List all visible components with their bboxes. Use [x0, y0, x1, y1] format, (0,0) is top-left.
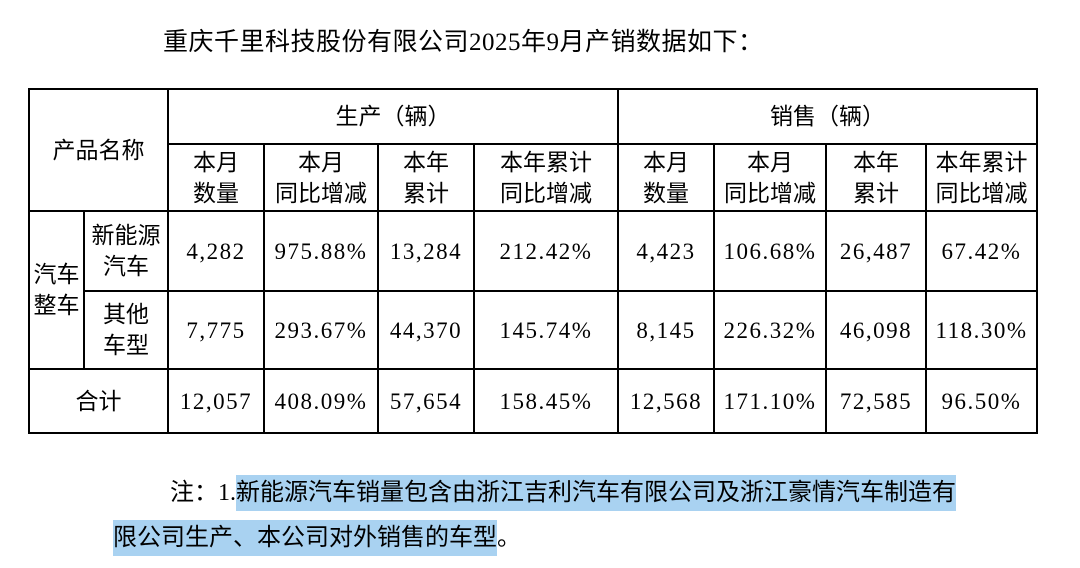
- table-row: 合计 12,057 408.09% 57,654 158.45% 12,568 …: [28, 368, 1038, 434]
- data-cell: 145.74%: [473, 290, 619, 370]
- data-cell: 12,568: [617, 368, 715, 434]
- data-cell: 171.10%: [713, 368, 827, 434]
- data-cell: 57,654: [377, 368, 475, 434]
- header-sales-group: 销售（辆）: [617, 88, 1038, 145]
- data-cell: 975.88%: [263, 210, 379, 292]
- data-cell: 158.45%: [473, 368, 619, 434]
- header-production-group: 生产（辆）: [167, 88, 619, 145]
- product-name-cell: 新能源 汽车: [83, 210, 169, 292]
- total-label-cell: 合计: [28, 368, 169, 434]
- page-title: 重庆千里科技股份有限公司2025年9月产销数据如下：: [163, 29, 764, 56]
- footnote: 注：1.新能源汽车销量包含由浙江吉利汽车有限公司及浙江豪情汽车制造有限公司生产、…: [113, 471, 1013, 561]
- production-sales-table: 产品名称 生产（辆） 销售（辆） 本月 数量 本月 同比增减 本年 累计 本年累…: [28, 88, 1038, 434]
- data-cell: 4,282: [167, 210, 265, 292]
- data-cell: 44,370: [377, 290, 475, 370]
- subheader-prod-ytd: 本年 累计: [377, 143, 475, 212]
- data-cell: 12,057: [167, 368, 265, 434]
- table-row: 汽车 整车 新能源 汽车 4,282 975.88% 13,284 212.42…: [28, 210, 1038, 370]
- subheader-sales-ytd-yoy: 本年累计 同比增减: [925, 143, 1038, 212]
- data-cell: 13,284: [377, 210, 475, 292]
- data-cell: 212.42%: [473, 210, 619, 292]
- data-cell: 72,585: [825, 368, 927, 434]
- data-cell: 226.32%: [713, 290, 827, 370]
- data-cell: 26,487: [825, 210, 927, 292]
- subheader-prod-ytd-yoy: 本年累计 同比增减: [473, 143, 619, 212]
- subheader-sales-ytd: 本年 累计: [825, 143, 927, 212]
- data-cell: 293.67%: [263, 290, 379, 370]
- category-cell-vehicle: 汽车 整车: [28, 210, 85, 370]
- data-cell: 67.42%: [925, 210, 1038, 292]
- data-cell: 118.30%: [925, 290, 1038, 370]
- data-cell: 8,145: [617, 290, 715, 370]
- data-cell: 96.50%: [925, 368, 1038, 434]
- subheader-sales-month-qty: 本月 数量: [617, 143, 715, 212]
- subheader-prod-month-qty: 本月 数量: [167, 143, 265, 212]
- data-cell: 4,423: [617, 210, 715, 292]
- subheader-sales-month-yoy: 本月 同比增减: [713, 143, 827, 212]
- note-highlight-line1: 新能源汽车销量包含由浙江吉利汽车有限公司及浙江豪情汽车制造有: [236, 475, 956, 511]
- table-row: 产品名称 生产（辆） 销售（辆）: [28, 88, 1038, 212]
- table-row: 本月 数量 本月 同比增减 本年 累计 本年累计 同比增减 本月 数量 本月 同…: [29, 143, 1038, 212]
- product-name-cell: 其他 车型: [83, 290, 169, 370]
- note-highlight-line2: 限公司生产、本公司对外销售的车型: [113, 520, 497, 556]
- data-cell: 106.68%: [713, 210, 827, 292]
- note-prefix: 注：1.: [170, 480, 236, 506]
- note-suffix: 。: [497, 525, 521, 551]
- header-product-name: 产品名称: [28, 88, 169, 212]
- subheader-prod-month-yoy: 本月 同比增减: [263, 143, 379, 212]
- data-cell: 46,098: [825, 290, 927, 370]
- data-cell: 408.09%: [263, 368, 379, 434]
- data-cell: 7,775: [167, 290, 265, 370]
- table-row: 其他 车型 7,775 293.67% 44,370 145.74% 8,145…: [29, 290, 1038, 370]
